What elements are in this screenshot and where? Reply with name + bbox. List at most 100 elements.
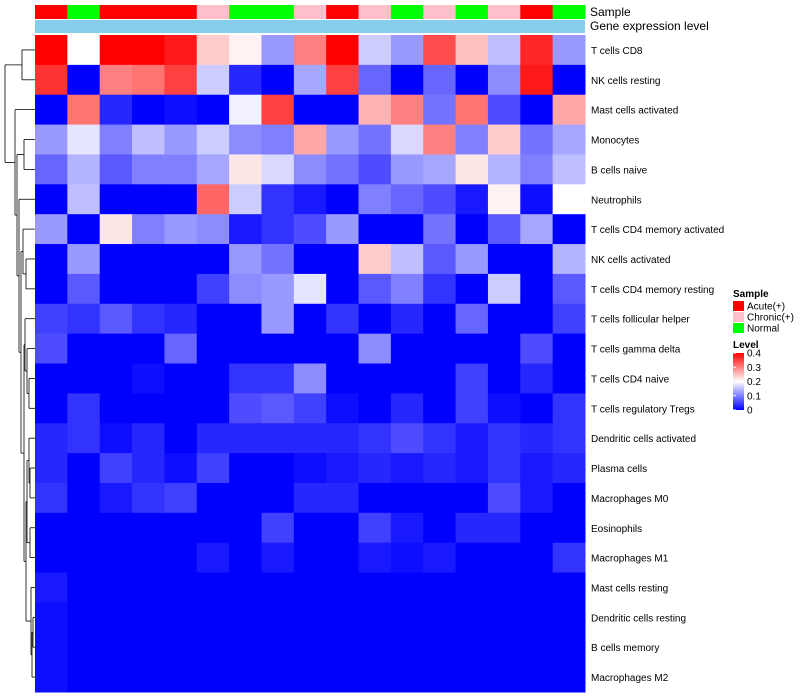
sample-track-label: Sample — [590, 5, 631, 19]
heatmap-cell — [520, 64, 554, 96]
heatmap-cell — [35, 184, 68, 215]
heatmap-cell — [326, 303, 360, 335]
heatmap-cell — [164, 632, 198, 663]
heatmap-cell — [132, 423, 165, 454]
heatmap-cell — [164, 662, 198, 693]
row-label: Mast cells activated — [591, 106, 678, 117]
heatmap-cell — [390, 662, 424, 693]
sample-track-cell — [35, 5, 68, 19]
heatmap-cell — [132, 303, 165, 335]
heatmap-cell — [164, 184, 198, 215]
heatmap-cell — [67, 482, 101, 514]
heatmap-cell — [293, 184, 327, 215]
heatmap-cell — [293, 482, 327, 514]
heatmap-cell — [293, 662, 327, 693]
heatmap-cell — [326, 124, 360, 155]
heatmap-cell — [164, 64, 198, 96]
heatmap-cell — [132, 333, 165, 364]
heatmap-cell — [455, 214, 489, 245]
heatmap-cell — [552, 423, 586, 454]
heatmap-cell — [293, 333, 327, 364]
heatmap-cell — [326, 393, 360, 424]
heatmap-cell — [358, 602, 392, 633]
heatmap-cell — [67, 184, 101, 215]
heatmap-cell — [196, 572, 230, 603]
heatmap-cell — [520, 453, 554, 484]
heatmap-cell — [455, 542, 489, 574]
heatmap-cell — [35, 632, 68, 663]
heatmap-cell — [552, 662, 586, 693]
heatmap-cell — [520, 602, 554, 633]
heatmap-cell — [99, 423, 133, 454]
sample-track-cell — [487, 5, 521, 19]
heatmap-cell — [196, 244, 230, 275]
heatmap-cell — [99, 453, 133, 484]
heatmap-cell — [229, 602, 262, 633]
heatmap-cell — [326, 333, 360, 364]
heatmap-cell — [35, 94, 68, 126]
heatmap-cell — [552, 184, 586, 215]
heatmap-cell — [293, 632, 327, 663]
heatmap-cell — [196, 632, 230, 663]
sample-track-cell — [67, 5, 101, 19]
heatmap-cell — [552, 94, 586, 126]
heatmap-cell — [132, 602, 165, 633]
heatmap-cell — [326, 512, 360, 544]
heatmap-cell — [35, 423, 68, 454]
heatmap-cell — [196, 94, 230, 126]
heatmap-cell — [164, 124, 198, 155]
heatmap-cell — [196, 482, 230, 514]
heatmap-cell — [326, 482, 360, 514]
heatmap-cell — [67, 602, 101, 633]
heatmap-cell — [261, 393, 295, 424]
heatmap-cells — [35, 35, 586, 693]
heatmap-cell — [520, 512, 554, 544]
heatmap-cell — [455, 512, 489, 544]
row-label: T cells CD4 memory activated — [591, 225, 724, 236]
heatmap-cell — [487, 154, 521, 185]
heatmap-cell — [552, 64, 586, 96]
heatmap-cell — [423, 184, 457, 215]
row-dendrogram — [4, 49, 35, 678]
heatmap-cell — [390, 453, 424, 484]
heatmap-cell — [293, 303, 327, 335]
heatmap-cell — [132, 64, 165, 96]
heatmap-cell — [390, 35, 424, 66]
heatmap-cell — [35, 35, 68, 66]
heatmap-cell — [35, 303, 68, 335]
heatmap-cell — [390, 273, 424, 305]
sample-legend-label: Normal — [747, 324, 779, 335]
heatmap-cell — [261, 35, 295, 66]
heatmap-cell — [293, 273, 327, 305]
heatmap-cell — [423, 482, 457, 514]
heatmap-cell — [423, 273, 457, 305]
heatmap-cell — [67, 512, 101, 544]
heatmap-cell — [132, 482, 165, 514]
heatmap-cell — [164, 393, 198, 424]
heatmap-cell — [423, 393, 457, 424]
heatmap-cell — [423, 423, 457, 454]
heatmap-cell — [261, 94, 295, 126]
heatmap-cell — [552, 632, 586, 663]
heatmap-cell — [326, 94, 360, 126]
heatmap-cell — [261, 214, 295, 245]
heatmap-cell — [132, 94, 165, 126]
heatmap-cell — [99, 542, 133, 574]
heatmap-cell — [99, 363, 133, 394]
heatmap-cell — [261, 453, 295, 484]
heatmap-cell — [487, 35, 521, 66]
heatmap-cell — [390, 512, 424, 544]
heatmap-cell — [67, 273, 101, 305]
heatmap-cell — [326, 273, 360, 305]
heatmap-cell — [552, 482, 586, 514]
heatmap-cell — [390, 303, 424, 335]
heatmap-cell — [520, 303, 554, 335]
sample-track-cell — [132, 5, 165, 19]
heatmap-cell — [196, 154, 230, 185]
level-tick-label: 0.2 — [747, 377, 761, 388]
heatmap-cell — [196, 35, 230, 66]
heatmap-cell — [196, 393, 230, 424]
heatmap-cell — [358, 273, 392, 305]
row-label: T cells follicular helper — [591, 315, 690, 326]
